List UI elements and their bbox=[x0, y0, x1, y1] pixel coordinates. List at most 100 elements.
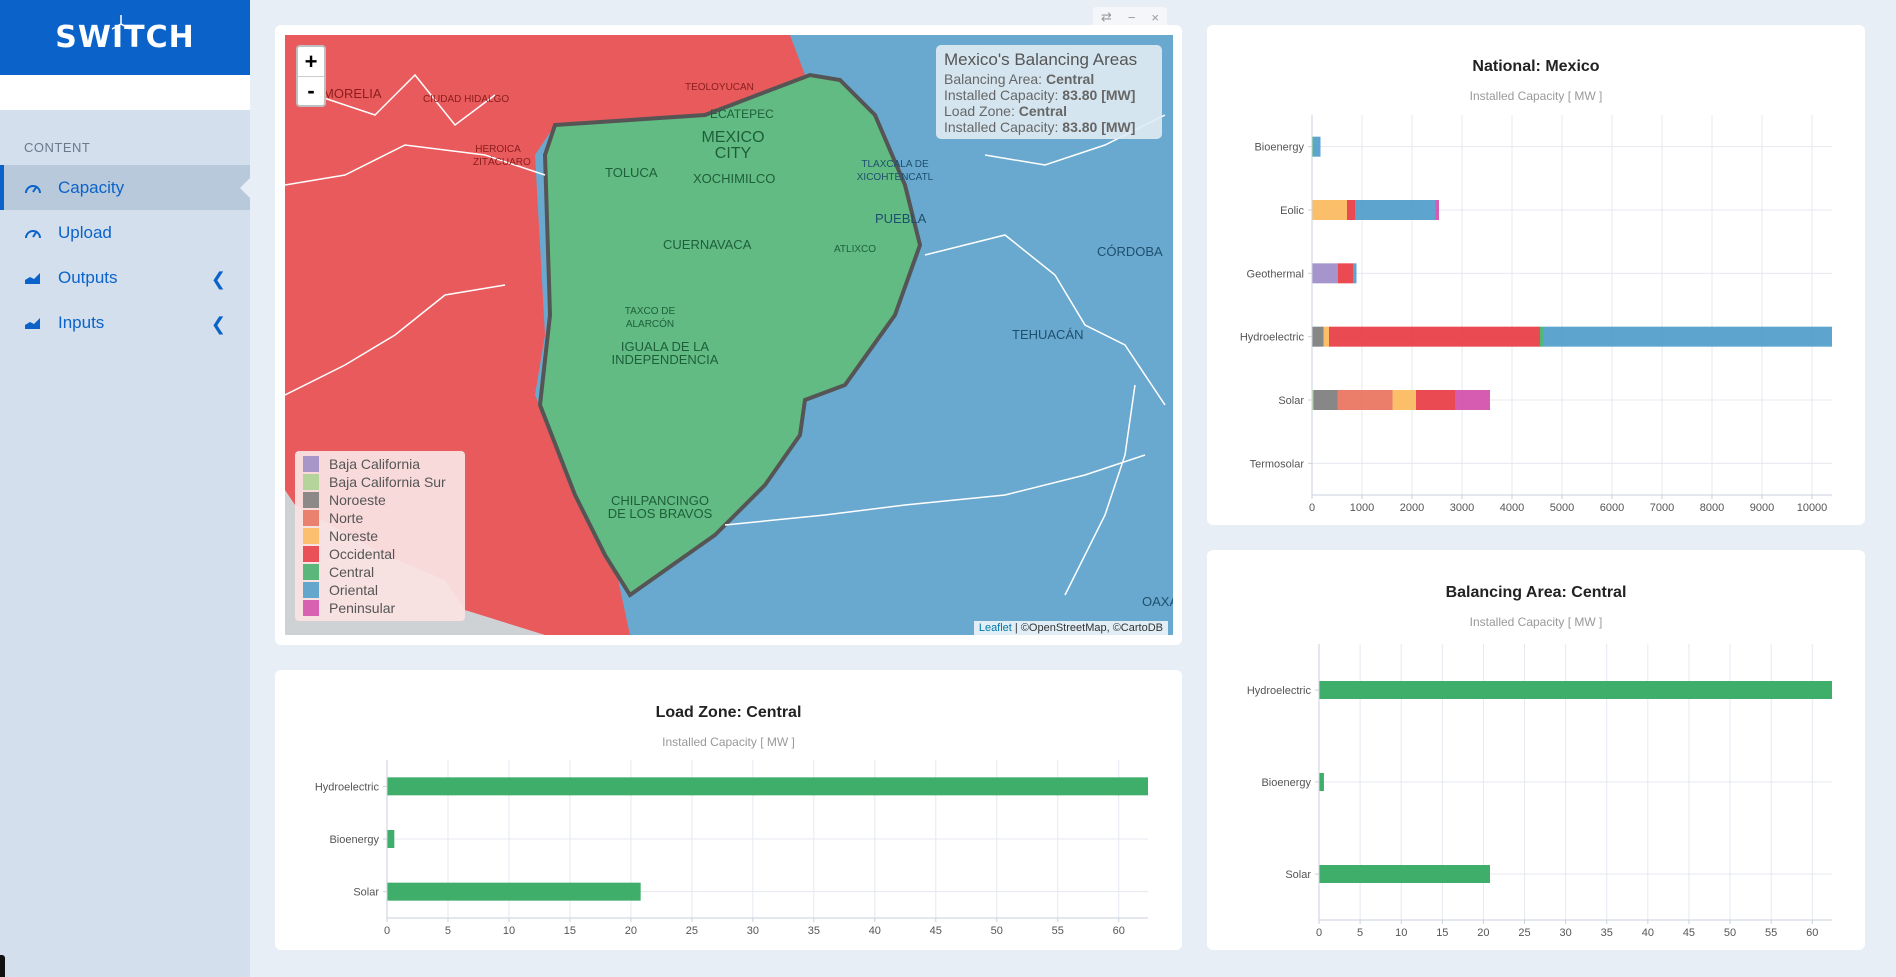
bar-segment[interactable] bbox=[1435, 200, 1440, 220]
legend-item: Baja California Sur bbox=[303, 473, 457, 491]
area-chart-icon bbox=[25, 317, 40, 329]
bar-segment[interactable] bbox=[1416, 390, 1455, 410]
bar-segment[interactable] bbox=[1543, 326, 1832, 347]
legend-item: Noroeste bbox=[303, 491, 457, 509]
user-panel bbox=[0, 75, 250, 110]
sidebar-item-label: Upload bbox=[58, 222, 112, 242]
map-place-label: OAXA bbox=[1142, 594, 1173, 609]
dashboard-icon bbox=[25, 229, 41, 238]
bar[interactable] bbox=[387, 830, 395, 848]
sidebar-item-label: Capacity bbox=[58, 177, 125, 197]
brand-logo[interactable]: SWITCH bbox=[0, 0, 250, 75]
category-label: Termosolar bbox=[1250, 458, 1305, 470]
national-chart-panel: National: Mexico Installed Capacity [ MW… bbox=[1207, 25, 1865, 525]
balancing-areas-map[interactable]: MORELIA CIUDAD HIDALGO TEOLOYUCAN ECATEP… bbox=[285, 35, 1173, 635]
bar-segment[interactable] bbox=[1347, 200, 1355, 220]
legend-item: Baja California bbox=[303, 455, 457, 473]
bar-segment[interactable] bbox=[1313, 136, 1321, 157]
bar-segment[interactable] bbox=[1312, 326, 1324, 347]
bar[interactable] bbox=[1319, 773, 1324, 791]
legend-label: Baja California bbox=[329, 456, 421, 472]
map-place-label: PUEBLA bbox=[875, 211, 927, 226]
x-tick-label: 45 bbox=[1683, 927, 1695, 939]
map-place-label: TLAXCALA DE XICOHTÉNCATL bbox=[856, 159, 934, 183]
x-tick-label: 15 bbox=[1436, 927, 1448, 939]
category-label: Hydroelectric bbox=[315, 781, 380, 793]
x-tick-label: 0 bbox=[384, 925, 390, 937]
legend-label: Central bbox=[329, 564, 375, 580]
chevron-left-icon: ❮ bbox=[210, 269, 226, 289]
x-tick-label: 50 bbox=[1724, 927, 1736, 939]
legend-label: Baja California Sur bbox=[329, 474, 446, 490]
swap-icon[interactable]: ⇄ bbox=[1100, 9, 1112, 24]
bar-segment[interactable] bbox=[1329, 326, 1540, 347]
sidebar-item-outputs[interactable]: Outputs ❮ bbox=[0, 255, 250, 300]
map-place-label: CUERNAVACA bbox=[663, 237, 752, 252]
panel-window-controls: ⇄ − × bbox=[1093, 7, 1167, 27]
bar-segment[interactable] bbox=[1392, 390, 1417, 410]
x-tick-label: 30 bbox=[1560, 927, 1572, 939]
category-label: Hydroelectric bbox=[1240, 332, 1305, 344]
x-tick-label: 2000 bbox=[1400, 502, 1424, 514]
x-tick-label: 0 bbox=[1309, 502, 1315, 514]
x-tick-label: 55 bbox=[1052, 925, 1064, 937]
map-place-label: CHILPANCINGO DE LOS BRAVOS bbox=[607, 493, 713, 521]
legend-swatch bbox=[303, 474, 319, 490]
category-label: Bioenergy bbox=[1254, 142, 1304, 154]
sidebar-item-label: Outputs bbox=[58, 267, 118, 287]
category-label: Bioenergy bbox=[1261, 777, 1311, 789]
sidebar-item-label: Inputs bbox=[58, 312, 105, 332]
bar[interactable] bbox=[1319, 865, 1490, 883]
bar-segment[interactable] bbox=[1323, 326, 1330, 347]
chart-title: National: Mexico bbox=[1472, 58, 1600, 75]
legend-swatch bbox=[303, 546, 319, 562]
x-tick-label: 40 bbox=[1642, 927, 1654, 939]
zoom-out-button[interactable]: - bbox=[298, 76, 324, 105]
dashboard-icon bbox=[25, 184, 41, 193]
legend-label: Peninsular bbox=[329, 600, 396, 616]
balancing-area-chart-panel: Balancing Area: Central Installed Capaci… bbox=[1207, 550, 1865, 950]
bar-segment[interactable] bbox=[1338, 263, 1353, 284]
zoom-in-button[interactable]: + bbox=[304, 48, 318, 74]
leaflet-link[interactable]: Leaflet bbox=[978, 622, 1012, 634]
sidebar-item-upload[interactable]: Upload bbox=[0, 210, 250, 255]
legend-item: Norte bbox=[303, 509, 457, 527]
x-tick-label: 50 bbox=[991, 925, 1003, 937]
bar-segment[interactable] bbox=[1312, 390, 1314, 410]
bar-segment[interactable] bbox=[1337, 390, 1393, 410]
map-place-label: HEROICA ZITÁCUARO bbox=[473, 144, 531, 168]
x-tick-label: 4000 bbox=[1500, 502, 1524, 514]
close-icon[interactable]: × bbox=[1151, 9, 1160, 25]
x-tick-label: 25 bbox=[686, 925, 698, 937]
bar-segment[interactable] bbox=[1312, 263, 1338, 284]
bar[interactable] bbox=[387, 777, 1148, 796]
bar[interactable] bbox=[1319, 681, 1832, 699]
minimize-icon[interactable]: − bbox=[1127, 9, 1136, 25]
chart-title: Load Zone: Central bbox=[655, 704, 802, 721]
bar-segment[interactable] bbox=[1353, 263, 1357, 284]
bar-segment[interactable] bbox=[1313, 390, 1338, 410]
bar-segment[interactable] bbox=[1540, 326, 1543, 347]
category-label: Bioenergy bbox=[329, 834, 379, 846]
legend-item: Noreste bbox=[303, 527, 457, 545]
x-tick-label: 0 bbox=[1316, 927, 1322, 939]
category-label: Solar bbox=[353, 887, 379, 899]
x-tick-label: 30 bbox=[747, 925, 759, 937]
bar-segment[interactable] bbox=[1455, 390, 1490, 410]
region-central[interactable] bbox=[537, 72, 923, 598]
sidebar-item-capacity[interactable]: Capacity bbox=[0, 165, 250, 210]
bar-segment[interactable] bbox=[1312, 200, 1347, 220]
x-tick-label: 20 bbox=[625, 925, 637, 937]
chart-subtitle: Installed Capacity [ MW ] bbox=[1469, 615, 1603, 629]
bar[interactable] bbox=[387, 882, 641, 901]
info-installed-capacity: Installed Capacity: 83.80 [MW] bbox=[944, 87, 1136, 103]
scroll-handle[interactable] bbox=[0, 955, 5, 977]
map-info-title: Mexico's Balancing Areas bbox=[944, 50, 1138, 69]
sidebar-item-inputs[interactable]: Inputs ❮ bbox=[0, 300, 250, 345]
legend-label: Noroeste bbox=[329, 492, 386, 508]
x-tick-label: 55 bbox=[1765, 927, 1777, 939]
bar-segment[interactable] bbox=[1355, 200, 1436, 220]
map-place-label: XOCHIMILCO bbox=[693, 171, 776, 186]
chart-title: Balancing Area: Central bbox=[1445, 584, 1627, 601]
map-place-label: MEXICO CITY bbox=[701, 129, 765, 162]
